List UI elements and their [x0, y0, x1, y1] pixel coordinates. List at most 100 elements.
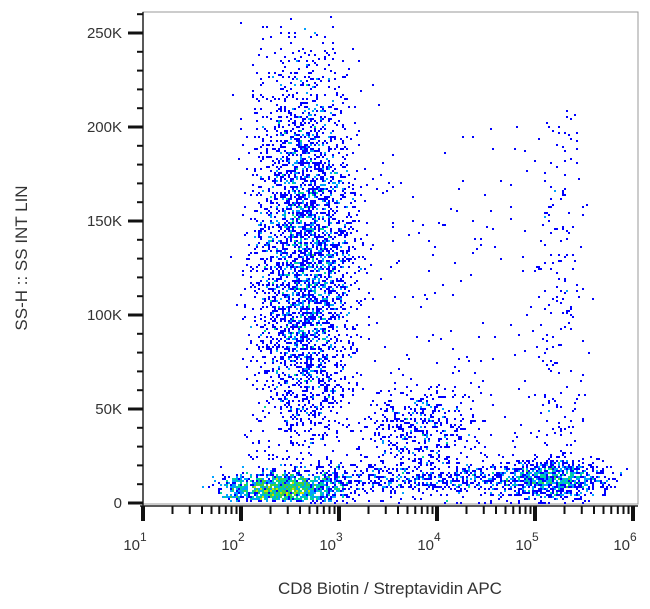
data-point	[272, 256, 274, 258]
data-point	[318, 234, 320, 236]
data-point	[418, 476, 420, 478]
data-point	[268, 474, 270, 476]
data-point	[310, 94, 312, 96]
data-point	[350, 232, 352, 234]
data-point	[280, 196, 282, 198]
data-point	[306, 486, 308, 488]
data-point	[330, 410, 332, 412]
data-point	[540, 490, 542, 492]
data-point	[290, 194, 292, 196]
data-point	[288, 484, 290, 486]
data-point	[308, 190, 310, 192]
data-point	[288, 36, 290, 38]
data-point	[456, 462, 458, 464]
data-point	[326, 434, 328, 436]
data-point	[294, 360, 296, 362]
data-point	[428, 478, 430, 480]
data-point	[558, 486, 560, 488]
data-point	[436, 444, 438, 446]
data-point	[326, 198, 328, 200]
data-point	[272, 278, 274, 280]
data-point	[358, 210, 360, 212]
data-point	[304, 242, 306, 244]
data-point	[322, 466, 324, 468]
data-point	[260, 350, 262, 352]
data-point	[236, 478, 238, 480]
data-point	[292, 326, 294, 328]
data-point	[294, 338, 296, 340]
data-point	[276, 80, 278, 82]
data-point	[336, 354, 338, 356]
data-point	[298, 270, 300, 272]
data-point	[556, 484, 558, 486]
data-point	[348, 482, 350, 484]
data-point	[312, 186, 314, 188]
data-point	[434, 408, 436, 410]
data-point	[294, 336, 296, 338]
data-point	[312, 270, 314, 272]
data-point	[554, 228, 556, 230]
data-point	[314, 502, 316, 504]
data-point	[316, 406, 318, 408]
data-point	[208, 486, 210, 488]
data-point	[312, 254, 314, 256]
data-point	[278, 444, 280, 446]
data-point	[492, 476, 494, 478]
data-point	[324, 432, 326, 434]
data-point	[324, 256, 326, 258]
data-point	[294, 134, 296, 136]
data-point	[570, 158, 572, 160]
data-point	[284, 210, 286, 212]
data-point	[330, 290, 332, 292]
data-point	[316, 164, 318, 166]
data-point	[324, 332, 326, 334]
data-point	[280, 478, 282, 480]
data-point	[260, 366, 262, 368]
data-point	[310, 298, 312, 300]
data-point	[256, 246, 258, 248]
data-point	[288, 386, 290, 388]
data-point	[316, 240, 318, 242]
data-point	[344, 240, 346, 242]
data-point	[306, 360, 308, 362]
data-point	[472, 474, 474, 476]
data-point	[428, 460, 430, 462]
data-point	[282, 356, 284, 358]
data-point	[298, 478, 300, 480]
data-point	[308, 122, 310, 124]
data-point	[274, 52, 276, 54]
data-point	[258, 466, 260, 468]
data-point	[274, 194, 276, 196]
data-point	[392, 406, 394, 408]
data-point	[426, 446, 428, 448]
data-point	[274, 478, 276, 480]
data-point	[326, 488, 328, 490]
data-point	[332, 250, 334, 252]
data-point	[316, 142, 318, 144]
data-point	[474, 472, 476, 474]
data-point	[294, 488, 296, 490]
data-point	[314, 290, 316, 292]
data-point	[316, 372, 318, 374]
data-point	[418, 482, 420, 484]
data-point	[454, 394, 456, 396]
data-point	[266, 328, 268, 330]
data-point	[334, 468, 336, 470]
data-point	[320, 370, 322, 372]
data-point	[338, 284, 340, 286]
data-point	[456, 474, 458, 476]
data-point	[332, 42, 334, 44]
data-point	[370, 438, 372, 440]
data-point	[362, 472, 364, 474]
data-point	[254, 168, 256, 170]
data-point	[318, 166, 320, 168]
data-point	[330, 498, 332, 500]
data-point	[364, 298, 366, 300]
data-point	[556, 494, 558, 496]
data-point	[280, 250, 282, 252]
data-point	[320, 496, 322, 498]
data-point	[452, 372, 454, 374]
data-point	[312, 294, 314, 296]
data-point	[470, 422, 472, 424]
data-point	[280, 298, 282, 300]
